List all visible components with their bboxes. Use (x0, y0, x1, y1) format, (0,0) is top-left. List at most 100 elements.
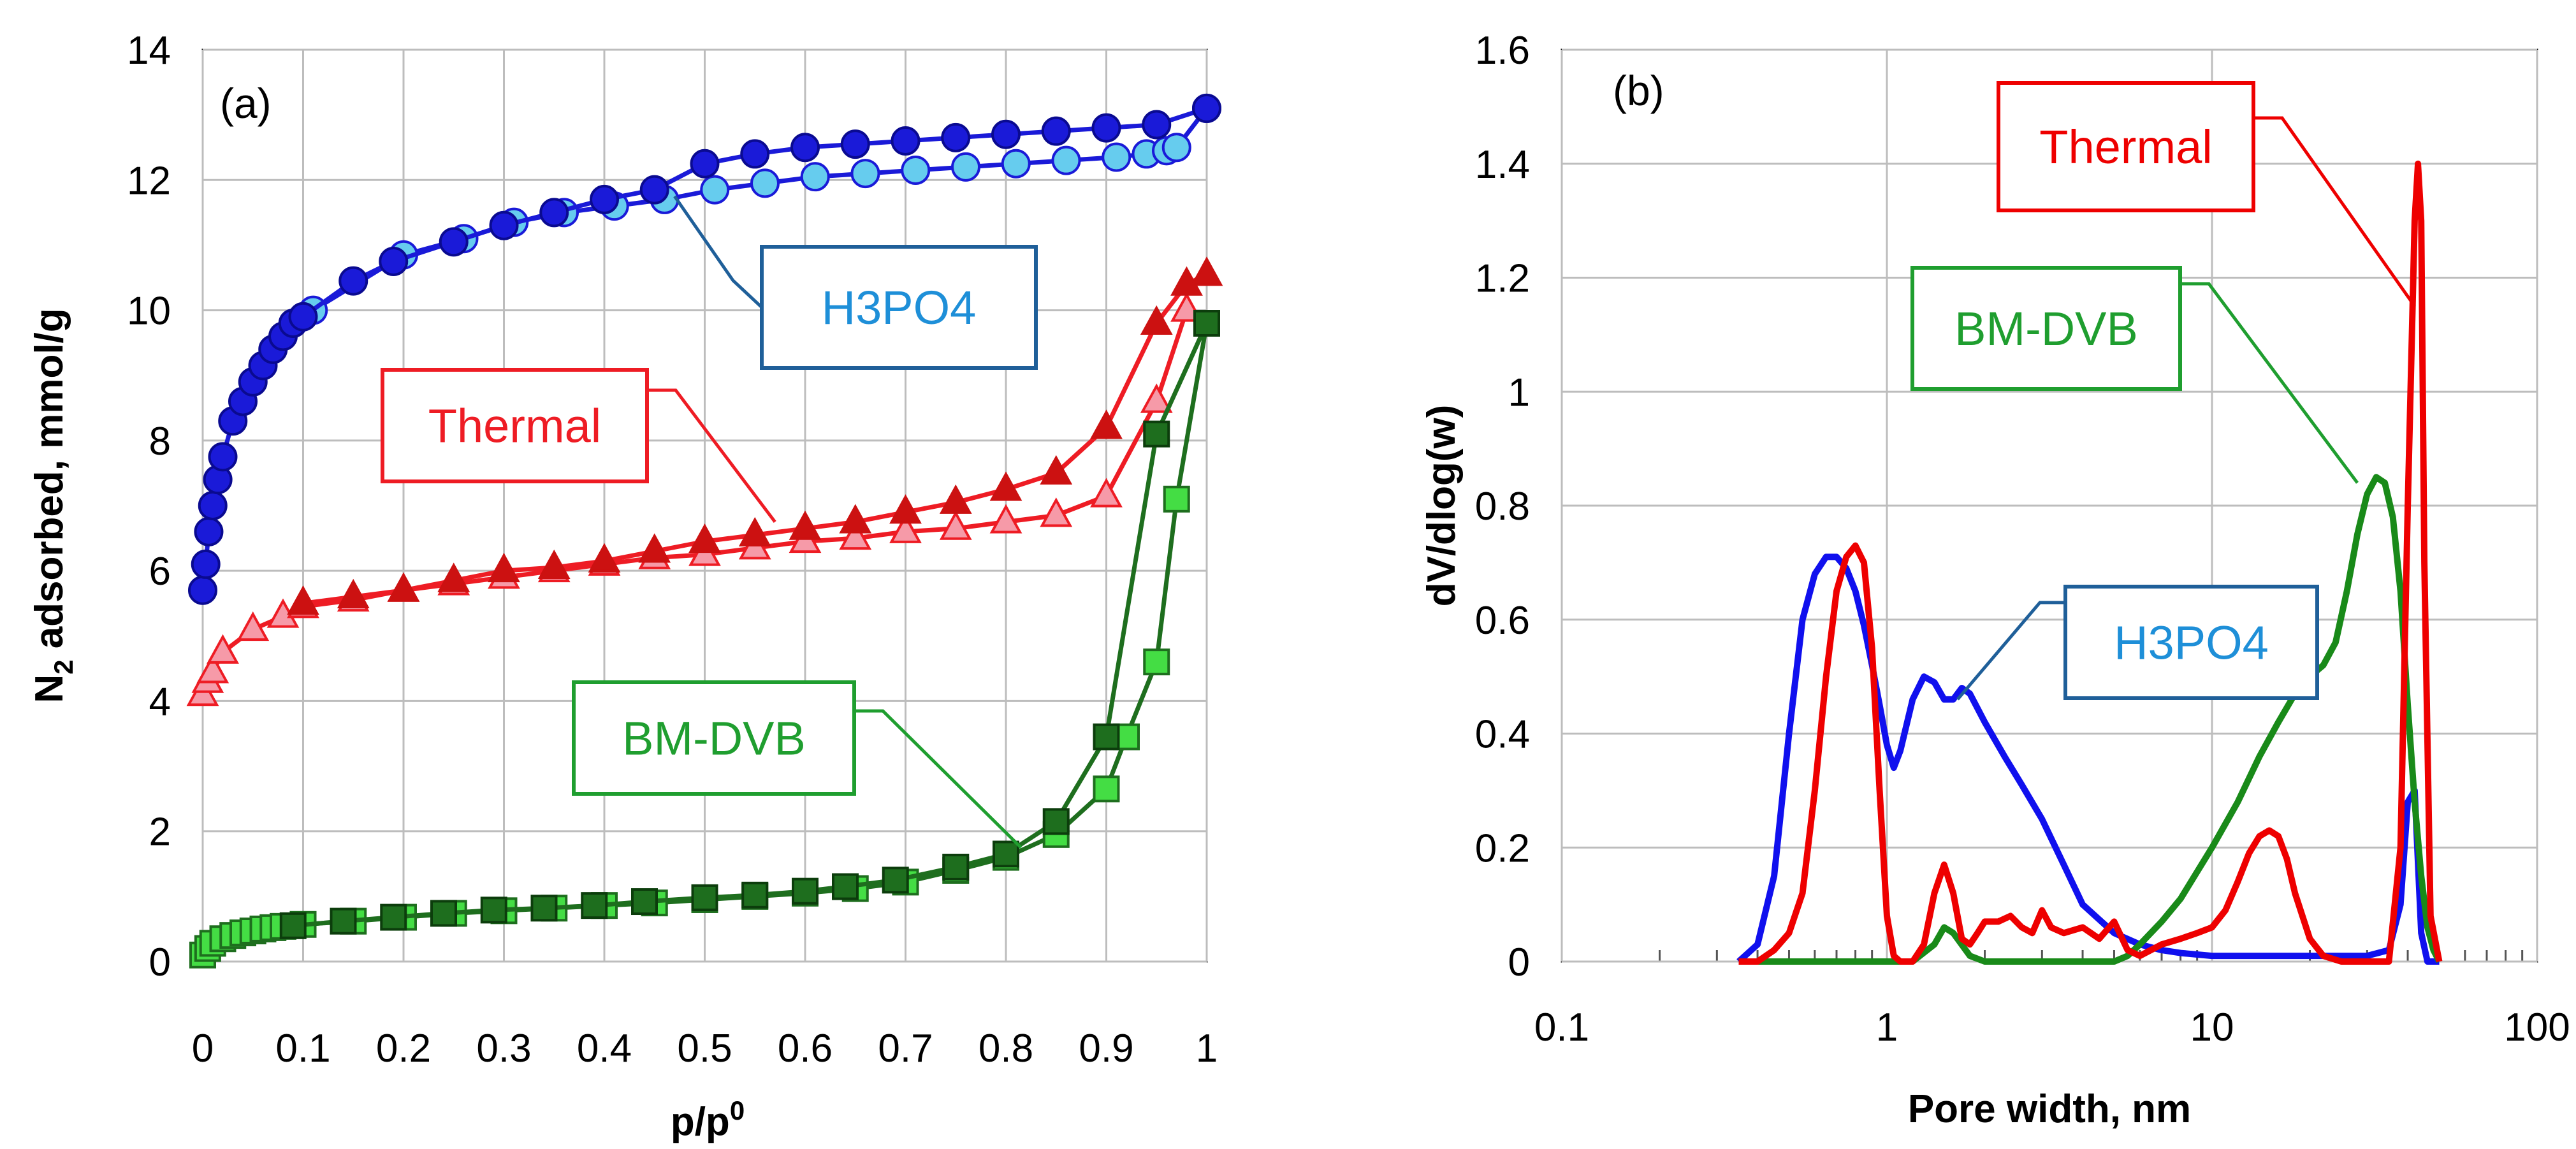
data-point (939, 484, 972, 514)
data-point (840, 129, 870, 159)
data-point (993, 840, 1019, 868)
callout-box (381, 368, 649, 483)
callout-box (760, 245, 1038, 370)
data-point (1143, 648, 1170, 676)
data-point (631, 888, 658, 916)
callout-label: H3PO4 (822, 281, 977, 334)
data-point (789, 510, 822, 540)
callout-box (572, 680, 856, 796)
data-point (590, 184, 619, 214)
x-tick-label: 10 (2190, 1006, 2234, 1050)
x-tick-label: 0.4 (577, 1027, 632, 1071)
series-psd-red (1738, 160, 2443, 965)
data-point (700, 175, 730, 205)
data-point (188, 575, 217, 605)
callout-leader-line (647, 388, 776, 523)
panel-a-x-ticks: 0 0.1 0.2 0.3 0.4 0.5 0.6 0.7 0.8 0.9 1 (192, 1027, 1218, 1071)
data-point (941, 122, 971, 152)
callout-leader-line (1956, 601, 2065, 701)
x-tick-label: 1 (1876, 1006, 1898, 1050)
data-point (638, 533, 671, 563)
data-point (989, 471, 1022, 501)
callout-leader-line (2253, 116, 2416, 307)
data-point (1090, 409, 1123, 439)
callout-box (1997, 81, 2255, 212)
panel-a-grid (201, 48, 1208, 963)
y-tick-label: 0.6 (1475, 599, 1530, 643)
data-point (1042, 808, 1070, 835)
data-point (1140, 383, 1173, 413)
data-point (1093, 723, 1120, 750)
data-point (691, 884, 718, 911)
data-point (1051, 145, 1081, 175)
data-point (489, 210, 519, 240)
panel-b-x-axis-label: Pore width, nm (1908, 1087, 2191, 1131)
data-point (1001, 149, 1031, 179)
annotation-thermal: Thermal (1997, 81, 2416, 307)
annotation-h3po4: H3PO4 (1956, 585, 2319, 701)
x-tick-label: 0.1 (275, 1027, 330, 1071)
data-point (337, 578, 370, 608)
y-tick-label: 1.6 (1475, 29, 1530, 73)
data-point (1090, 478, 1123, 508)
data-point (194, 516, 224, 546)
data-point (951, 152, 980, 182)
data-point (530, 895, 558, 922)
y-tick-label: 0 (1508, 940, 1530, 984)
data-point (891, 126, 921, 156)
y-tick-label: 10 (127, 289, 171, 333)
data-point (387, 572, 420, 602)
panel-a-x-axis-label: p/p0 (671, 1095, 745, 1144)
panel-b-chart: 0.1 1 10 100 0 0.2 0.4 0.6 0.8 1 1.2 1.4 1.6 Therma… (1420, 29, 2570, 1131)
y-tick-label: 0.4 (1475, 713, 1530, 757)
data-point (191, 549, 221, 579)
panel-b-annotations: Thermal BM-DVB H3PO4 (1910, 81, 2416, 701)
data-point (287, 585, 319, 615)
annotation-thermal: Thermal (381, 368, 776, 523)
data-point (1093, 775, 1120, 803)
data-point (750, 168, 780, 198)
x-tick-label: 1 (1196, 1027, 1218, 1071)
data-point (437, 562, 470, 592)
callout-label: Thermal (2039, 121, 2212, 173)
data-point (901, 155, 931, 185)
data-point (1040, 455, 1073, 485)
callout-leader-line (2180, 282, 2359, 484)
data-point (488, 552, 520, 583)
data-point (480, 897, 507, 924)
y-tick-label: 1.2 (1475, 257, 1530, 301)
data-point (279, 912, 307, 939)
data-point (1143, 420, 1170, 448)
data-point (198, 491, 228, 520)
panel-a-annotations: H3PO4 Thermal BM-DVB (381, 195, 1038, 849)
data-point (741, 881, 769, 909)
annotation-h3po4: H3PO4 (673, 195, 1038, 370)
y-tick-label: 4 (149, 680, 171, 724)
y-tick-label: 0.8 (1475, 485, 1530, 529)
data-point (537, 549, 571, 580)
data-point (539, 198, 569, 228)
data-point (989, 504, 1022, 534)
y-tick-label: 2 (149, 810, 171, 854)
annotation-bm-dvb: BM-DVB (572, 680, 1022, 849)
data-point (430, 900, 457, 927)
panel-a-y-axis-label: N2 adsorbed, mmol/g (27, 308, 78, 703)
data-point (942, 853, 970, 881)
data-point (236, 611, 270, 641)
data-point (1041, 116, 1071, 146)
x-tick-label: 0.2 (376, 1027, 431, 1071)
data-point (1040, 497, 1073, 527)
callout-box (2063, 585, 2319, 700)
data-point (792, 877, 819, 905)
data-point (207, 634, 239, 664)
data-point (1142, 110, 1172, 140)
y-tick-label: 0 (149, 940, 171, 984)
y-tick-label: 1 (1508, 370, 1530, 414)
callout-leader-line (673, 195, 763, 309)
data-point (839, 520, 872, 550)
data-point (1091, 113, 1121, 143)
panel-a-y-ticks: 0 2 4 6 8 10 12 14 (127, 29, 171, 984)
data-point (939, 510, 972, 540)
y-tick-label: 14 (127, 29, 171, 73)
x-tick-label: 0.6 (778, 1027, 833, 1071)
